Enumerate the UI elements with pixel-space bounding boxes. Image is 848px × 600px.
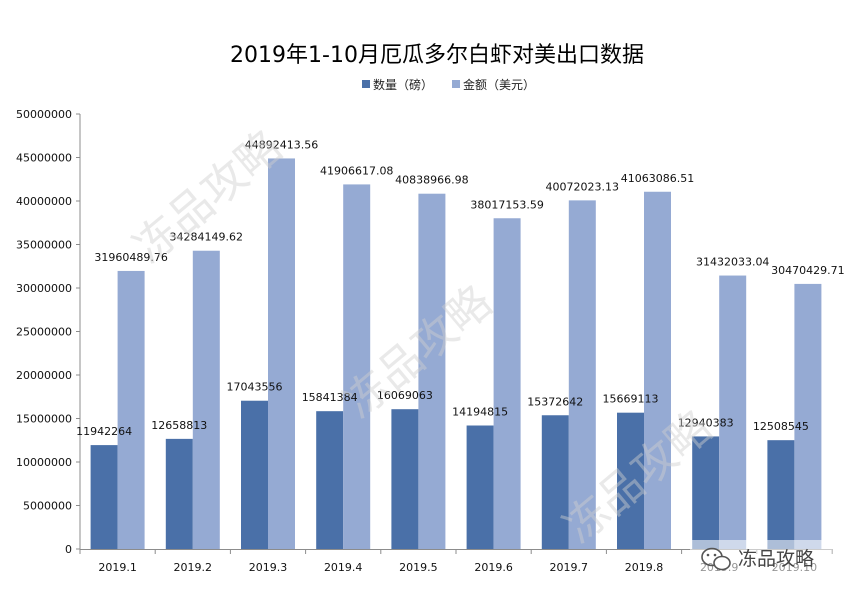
data-label-quantity: 12658813 [151,419,207,432]
bar-amount [794,283,822,549]
bar-quantity [692,436,720,549]
x-tick-label: 2019.8 [625,561,664,574]
bar-amount [644,191,671,549]
x-tick-label: 2019.2 [174,561,213,574]
data-label-quantity: 15669113 [603,393,659,406]
data-label-quantity: 12940383 [678,416,734,429]
bar-quantity [617,412,644,549]
data-label-amount: 38017153.59 [470,198,543,211]
x-tick-label: 2019.3 [249,561,288,574]
data-label-quantity: 15372642 [527,395,583,408]
bar-amount [493,218,521,549]
bar-amount [343,184,371,550]
data-labels: 11942264 31960489.76 12658813 34284149.62 17… [76,138,845,438]
legend-swatch-quantity [362,80,370,88]
bar-quantity [241,400,268,549]
x-tick-label: 2019.1 [98,561,137,574]
bar-quantity [541,415,569,549]
y-tick-label: 30000000 [16,282,72,295]
bar-quantity [466,425,494,549]
y-axis-ticks: 0 5000000 10000000 15000000 20000000 25000000… [16,108,80,556]
watermark-text: 冻品攻略 [124,121,292,273]
bar-quantity [391,409,419,549]
brand-name: 冻品攻略 [738,548,814,570]
bar-quantity [165,438,193,549]
y-tick-label: 5000000 [23,500,72,513]
legend-label-amount: 金额（美元） [463,77,535,92]
legend-label-quantity: 数量（磅） [373,77,433,92]
data-label-quantity: 12508545 [753,420,809,433]
y-tick-label: 20000000 [16,369,72,382]
data-label-amount: 41906617.08 [320,164,393,177]
wechat-icon [701,547,731,571]
legend: 数量（磅） 金额（美元） [362,77,535,92]
y-tick-label: 0 [65,543,72,556]
data-label-quantity: 17043556 [227,381,283,394]
bar-quantity [90,445,118,549]
data-label-amount: 44892413.56 [245,138,318,151]
bar-amount [268,158,295,549]
y-tick-label: 25000000 [16,326,72,339]
data-label-quantity: 16069063 [377,389,433,402]
x-tick-label: 2019.6 [474,561,513,574]
y-tick-label: 40000000 [16,195,72,208]
y-tick-label: 50000000 [16,108,72,121]
y-tick-label: 15000000 [16,413,72,426]
data-label-amount: 40072023.13 [546,180,619,193]
brand-badge: 冻品攻略 [690,540,832,576]
y-tick-label: 10000000 [16,456,72,469]
data-label-amount: 41063086.51 [621,172,694,185]
chart-title: 2019年1-10月厄瓜多尔白虾对美出口数据 [230,43,644,68]
bar-amount [719,275,747,549]
y-tick-label: 35000000 [16,239,72,252]
data-label-amount: 31960489.76 [94,251,167,264]
bars [90,158,822,550]
data-label-amount: 34284149.62 [170,231,243,244]
bar-amount [192,250,220,549]
x-tick-label: 2019.4 [324,561,363,574]
x-tick-label: 2019.7 [550,561,589,574]
bar-amount [418,193,446,549]
y-tick-label: 45000000 [16,152,72,165]
bar-quantity [316,411,344,549]
data-label-amount: 31432033.04 [696,256,769,269]
bar-amount [117,270,145,549]
data-label-amount: 30470429.71 [771,264,844,277]
data-label-quantity: 15841384 [302,391,358,404]
x-tick-label: 2019.5 [399,561,438,574]
bar-amount [568,200,596,549]
bar-quantity [767,440,795,549]
data-label-amount: 40838966.98 [395,174,468,187]
legend-swatch-amount [452,80,460,88]
data-label-quantity: 11942264 [76,425,132,438]
data-label-quantity: 14194815 [452,406,508,419]
